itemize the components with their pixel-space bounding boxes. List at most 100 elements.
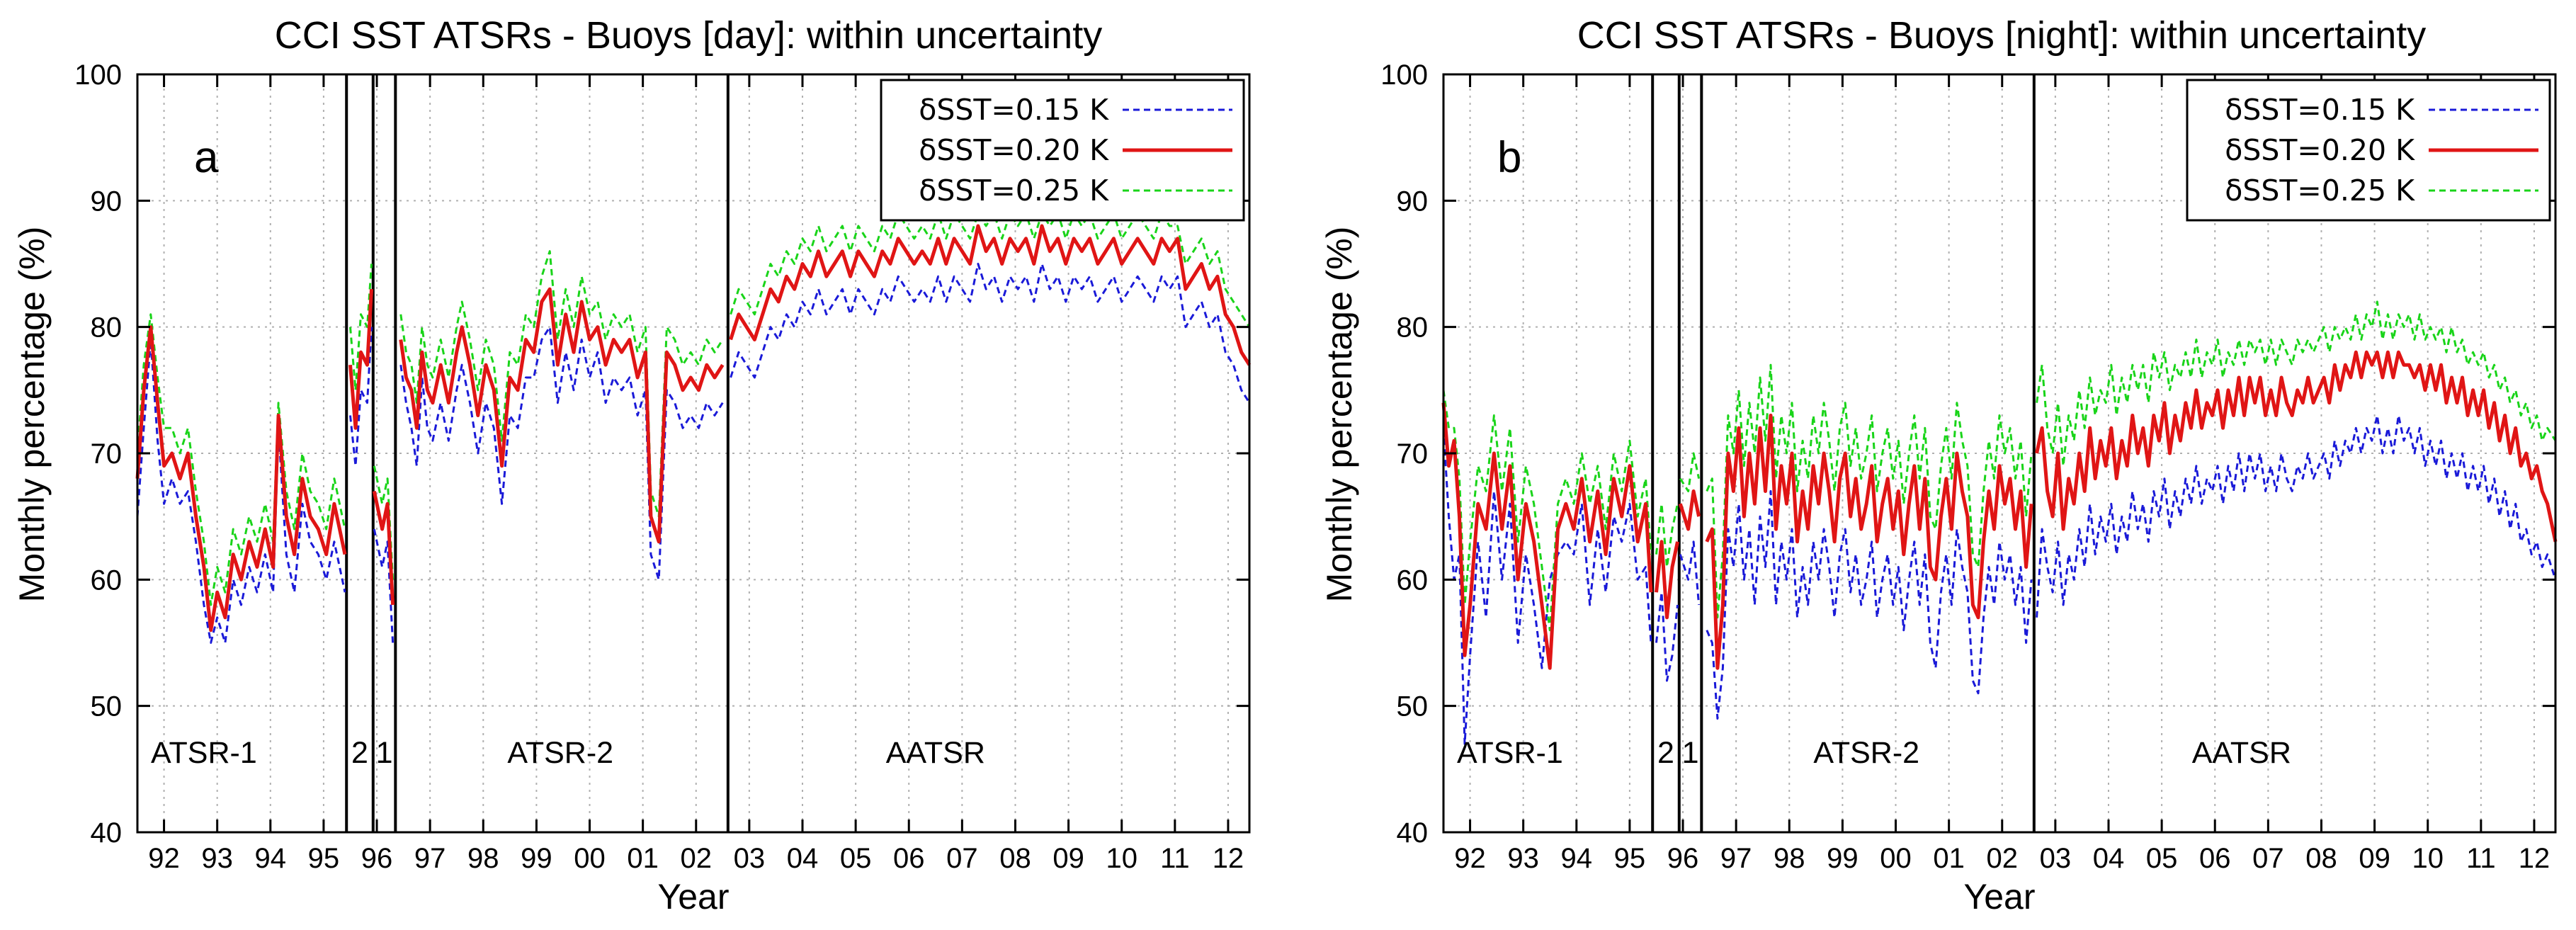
x-tick-label: 12: [1213, 843, 1244, 874]
x-tick-label: 02: [1987, 843, 2019, 874]
period-label: AATSR: [886, 736, 985, 770]
series-line-025: [1679, 452, 1701, 492]
x-tick-label: 93: [1507, 843, 1539, 874]
series-line-025: [136, 313, 346, 606]
series-line-015: [1442, 428, 1652, 745]
y-tick-label: 90: [91, 186, 123, 217]
panel-label-a: a: [194, 133, 219, 182]
y-tick-label: 70: [1397, 438, 1429, 470]
y-tick-label: 80: [1397, 312, 1429, 344]
chart-title-day: CCI SST ATSRs - Buoys [day]: within unce…: [275, 14, 1102, 57]
x-tick-label: 95: [308, 843, 340, 874]
gridlines-day: [137, 74, 1249, 832]
x-tick-label: 07: [946, 843, 978, 874]
x-tick-label: 95: [1614, 843, 1646, 874]
x-tick-label: 01: [1933, 843, 1965, 874]
period-label: ATSR-1: [151, 736, 257, 770]
y-tick-label: 50: [91, 691, 123, 722]
y-ticks-day: 40 50 60 70 80 90 100: [74, 59, 1249, 849]
y-tick-label: 60: [1397, 565, 1429, 596]
x-tick-label: 10: [1106, 843, 1137, 874]
x-tick-label: 92: [1454, 843, 1486, 874]
series-line-015: [136, 339, 346, 644]
x-tick-label: 11: [2466, 843, 2496, 874]
x-tick-label: 10: [2412, 843, 2444, 874]
y-tick-label: 100: [1380, 59, 1428, 91]
period-label: 2: [351, 736, 368, 770]
series-line-020: [348, 289, 373, 430]
x-ticks-day: 92 93 94 95 96 97 98 99 00 01 02 03 04 05 06 07 08 09 10 11…: [148, 74, 1244, 874]
panel-night: CCI SST ATSRs - Buoys [night]: within un…: [1320, 14, 2558, 917]
y-tick-label: 60: [91, 565, 123, 596]
x-tick-label: 98: [1774, 843, 1805, 874]
series-line-020: [2035, 350, 2558, 543]
legend-label-025-night: δSST=0.25 K: [2225, 174, 2415, 208]
x-tick-label: 01: [627, 843, 659, 874]
series-line-020: [135, 325, 347, 633]
x-axis-label-night: Year: [1963, 877, 2035, 917]
x-tick-label: 00: [1880, 843, 1912, 874]
legend-label-025-day: δSST=0.25 K: [919, 174, 1109, 208]
legend-day: δSST=0.15 K δSST=0.20 K δSST=0.25 K: [880, 79, 1245, 222]
legend-label-020-night: δSST=0.20 K: [2225, 133, 2415, 167]
x-tick-label: 00: [574, 843, 606, 874]
x-tick-label: 04: [2093, 843, 2125, 874]
gridlines-night: [1443, 74, 2555, 832]
x-tick-label: 94: [1561, 843, 1593, 874]
x-tick-label: 08: [999, 843, 1031, 874]
series-line-025: [1706, 363, 2033, 619]
x-tick-label: 97: [414, 843, 446, 874]
legend-night: δSST=0.15 K δSST=0.20 K δSST=0.25 K: [2186, 79, 2551, 222]
x-tick-label: 99: [1827, 843, 1859, 874]
x-tick-label: 06: [2199, 843, 2231, 874]
period-label: ATSR-2: [1813, 736, 1919, 770]
y-axis-label-night: Monthly percentage (%): [1320, 227, 1359, 603]
series-line-020: [729, 224, 1252, 366]
series-line-020: [399, 287, 725, 544]
legend-label-020-day: δSST=0.20 K: [919, 133, 1109, 167]
period-label: 1: [376, 736, 393, 770]
legend-label-015-night: δSST=0.15 K: [2225, 93, 2415, 127]
series-line-015: [1655, 591, 1679, 682]
x-tick-label: 92: [148, 843, 180, 874]
y-tick-label: 80: [91, 312, 123, 344]
period-label: AATSR: [2192, 736, 2291, 770]
data-series-night: [1441, 300, 2558, 745]
data-series-day: [135, 212, 1252, 644]
x-tick-label: 04: [787, 843, 819, 874]
x-tick-label: 12: [2519, 843, 2551, 874]
series-line-025: [399, 250, 724, 518]
x-tick-label: 96: [1667, 843, 1699, 874]
x-tick-label: 98: [467, 843, 499, 874]
series-line-020: [1441, 402, 1653, 670]
y-ticks-night: 40 50 60 70 80 90 100: [1380, 59, 2555, 849]
period-labels-day: ATSR-1 2 1 ATSR-2 AATSR: [151, 736, 985, 770]
x-ticks-night: 92 93 94 95 96 97 98 99 00 01 02 03 04 05 06 07 08 09 10 11…: [1454, 74, 2550, 874]
y-axis-label-day: Monthly percentage (%): [12, 227, 52, 603]
y-tick-label: 70: [91, 438, 123, 470]
panel-day: CCI SST ATSRs - Buoys [day]: within unce…: [12, 14, 1252, 917]
x-tick-label: 11: [1160, 843, 1190, 874]
x-tick-label: 03: [2040, 843, 2072, 874]
series-line-020: [1655, 540, 1679, 620]
series-line-020: [1678, 489, 1701, 531]
series-line-020: [372, 490, 395, 606]
chart-title-night: CCI SST ATSRs - Buoys [night]: within un…: [1577, 14, 2426, 57]
x-tick-label: 94: [255, 843, 287, 874]
series-line-025: [2036, 300, 2557, 467]
series-line-025: [1655, 502, 1679, 568]
series-line-015: [349, 327, 373, 467]
x-axis-label-day: Year: [657, 877, 729, 917]
x-tick-label: 05: [2146, 843, 2178, 874]
period-dividers-day: [345, 74, 730, 832]
series-line-015: [2036, 414, 2557, 618]
period-label: 1: [1682, 736, 1699, 770]
panel-label-b: b: [1497, 133, 1521, 182]
x-tick-label: 97: [1720, 843, 1752, 874]
y-tick-label: 50: [1397, 691, 1429, 722]
series-line-015: [1706, 490, 2033, 720]
series-line-025: [349, 263, 373, 392]
x-tick-label: 05: [840, 843, 872, 874]
period-dividers-night: [1651, 74, 2036, 832]
